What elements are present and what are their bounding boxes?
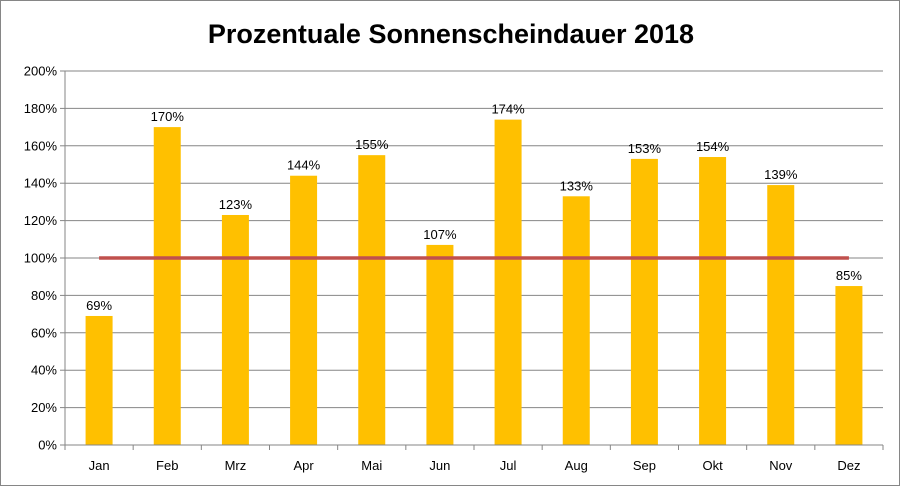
bars: [85, 119, 863, 446]
bar-okt: [699, 157, 727, 445]
y-tick-label: 0%: [38, 438, 57, 453]
x-tick-label-mai: Mai: [361, 458, 382, 473]
x-tick-label-aug: Aug: [565, 458, 588, 473]
y-tick-label: 60%: [31, 325, 57, 340]
bar-nov: [767, 185, 795, 445]
y-tick-label: 140%: [24, 176, 58, 191]
data-label-nov: 139%: [764, 167, 798, 182]
bar-jan: [85, 315, 113, 445]
x-tick-label-feb: Feb: [156, 458, 178, 473]
y-tick-label: 200%: [24, 64, 58, 79]
bar-apr: [290, 175, 318, 445]
data-label-sep: 153%: [628, 141, 662, 156]
x-tick-label-apr: Apr: [293, 458, 314, 473]
axes: [64, 71, 883, 446]
bar-mrz: [221, 214, 249, 445]
y-axis-ticks: 0% 20% 40% 60% 80% 100% 120% 140% 160% 180% 200%: [24, 64, 65, 453]
data-label-feb: 170%: [151, 109, 185, 124]
y-tick-label: 20%: [31, 400, 57, 415]
data-label-aug: 133%: [560, 178, 594, 193]
y-tick-label: 120%: [24, 213, 58, 228]
x-tick-label-jan: Jan: [89, 458, 110, 473]
bar-jun: [426, 244, 454, 445]
y-tick-label: 80%: [31, 288, 57, 303]
data-label-jun: 107%: [423, 227, 457, 242]
x-tick-label-jul: Jul: [500, 458, 517, 473]
x-tick-label-dez: Dez: [837, 458, 860, 473]
bar-jul: [494, 119, 522, 446]
data-label-apr: 144%: [287, 158, 321, 173]
y-tick-label: 40%: [31, 363, 57, 378]
bar-sep: [630, 158, 658, 445]
x-axis-ticks: Jan Feb Mrz Apr Mai Jun Jul Aug Sep Okt Nov Dez: [64, 445, 884, 473]
gridlines: [65, 70, 883, 409]
data-label-jul: 174%: [491, 102, 525, 117]
data-label-jan: 69%: [86, 298, 112, 313]
y-tick-label: 180%: [24, 101, 58, 116]
chart-title: Prozentuale Sonnenscheindauer 2018: [208, 19, 694, 49]
bar-mai: [358, 155, 386, 445]
data-labels: 69% 170% 123% 144% 155% 107% 174% 133% 153% 154% 1…: [86, 102, 862, 313]
bar-feb: [153, 127, 181, 445]
x-tick-label-sep: Sep: [633, 458, 656, 473]
data-label-mai: 155%: [355, 137, 389, 152]
x-tick-label-nov: Nov: [769, 458, 793, 473]
bar-aug: [562, 196, 590, 445]
y-tick-label: 160%: [24, 138, 58, 153]
x-tick-label-okt: Okt: [702, 458, 723, 473]
bar-dez: [835, 286, 863, 445]
x-tick-label-mrz: Mrz: [225, 458, 247, 473]
data-label-dez: 85%: [836, 268, 862, 283]
data-label-okt: 154%: [696, 139, 730, 154]
x-tick-label-jun: Jun: [429, 458, 450, 473]
y-tick-label: 100%: [24, 251, 58, 266]
data-label-mrz: 123%: [219, 197, 253, 212]
